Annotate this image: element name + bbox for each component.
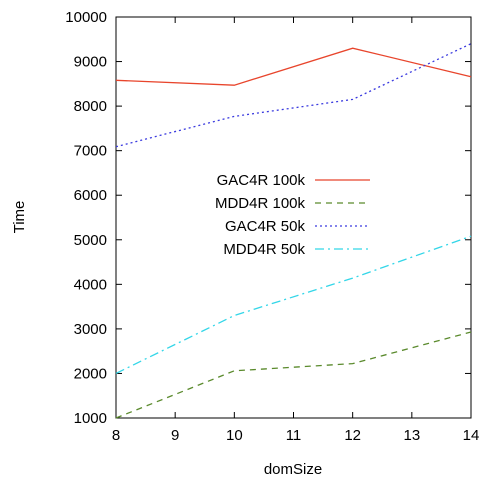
legend-label-2: MDD4R 100k (215, 195, 306, 212)
legend-label-4: MDD4R 50k (223, 241, 305, 258)
x-tick-label: 12 (344, 427, 361, 444)
axis-ticks: 8 9 10 11 12 13 14 1000 2000 3000 4000 5000 6000 7000… (65, 9, 479, 444)
series-line-3 (115, 43, 472, 148)
y-tick-label: 8000 (74, 98, 107, 115)
y-tick-label: 9000 (74, 54, 107, 71)
y-tick-label: 10000 (65, 9, 107, 26)
y-tick-label: 3000 (74, 321, 107, 338)
x-tick-label: 13 (403, 427, 420, 444)
y-tick-label: 6000 (74, 187, 107, 204)
y-tick-label: 1000 (74, 410, 107, 427)
series-lines (115, 43, 472, 419)
y-axis-label: Time (11, 201, 28, 234)
x-tick-label: 14 (463, 427, 480, 444)
x-axis-label: domSize (264, 461, 322, 478)
x-tick-label: 10 (226, 427, 243, 444)
legend-label-3: GAC4R 50k (225, 218, 306, 235)
x-tick-label: 11 (286, 427, 302, 444)
series-line-2 (115, 331, 472, 419)
legend: GAC4R 100k MDD4R 100k GAC4R 50k MDD4R 50k (215, 172, 370, 258)
y-tick-label: 5000 (74, 232, 107, 249)
series-line-1 (115, 47, 472, 86)
y-tick-label: 7000 (74, 143, 107, 160)
x-tick-label: 9 (171, 427, 179, 444)
x-tick-label: 8 (112, 427, 120, 444)
legend-label-1: GAC4R 100k (217, 172, 306, 189)
series-line-4 (115, 235, 472, 374)
y-tick-label: 4000 (74, 276, 107, 293)
y-tick-label: 2000 (74, 365, 107, 382)
